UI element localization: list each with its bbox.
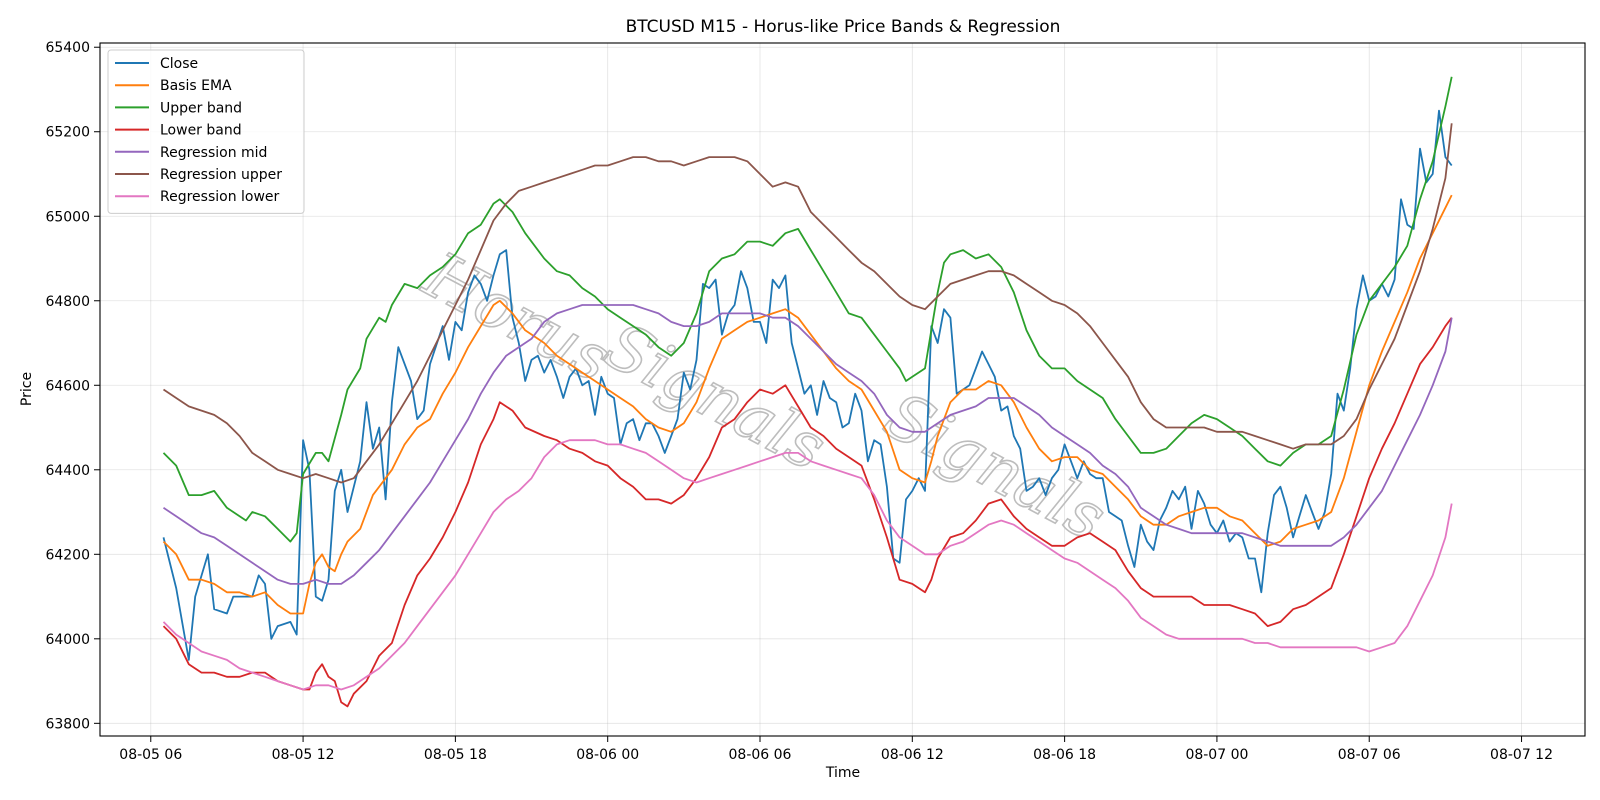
y-tick-label: 64200 <box>45 547 90 563</box>
x-tick-label: 08-07 06 <box>1338 747 1401 763</box>
series-line-upper-band <box>162 76 1453 543</box>
x-tick-label: 08-05 12 <box>272 747 335 763</box>
legend-entry-label: Lower band <box>160 123 242 139</box>
x-tick-label: 08-06 06 <box>729 747 792 763</box>
y-axis-label: Price <box>19 372 35 406</box>
x-tick-label: 08-06 00 <box>576 747 639 763</box>
series-line-close <box>162 109 1453 661</box>
y-tick-label: 63800 <box>45 716 90 732</box>
legend-entry-label: Basis EMA <box>160 78 232 94</box>
series-line-lower-band <box>162 317 1453 708</box>
y-axis-ticks: 63800 64000 64200 64400 64600 64800 65000 65200… <box>45 40 100 732</box>
legend-entry-label: Upper band <box>160 100 242 116</box>
grid-layer <box>100 43 1585 736</box>
y-tick-label: 64400 <box>45 463 90 479</box>
x-tick-label: 08-07 12 <box>1490 747 1553 763</box>
chart-title: BTCUSD M15 - Horus-like Price Bands & Re… <box>626 17 1061 37</box>
series-line-regression-lower <box>162 439 1453 691</box>
x-tick-label: 08-05 18 <box>424 747 487 763</box>
y-tick-label: 64600 <box>45 378 90 394</box>
series-line-basis-ema <box>162 194 1453 615</box>
series-line-regression-upper <box>162 123 1453 484</box>
y-tick-label: 64000 <box>45 632 90 648</box>
plot-frame <box>99 42 1586 737</box>
legend-entry-label: Close <box>160 56 198 72</box>
legend-entry-label: Regression mid <box>160 145 267 161</box>
legend-entry-label: Regression lower <box>160 189 280 205</box>
legend-entry-label: Regression upper <box>160 167 282 183</box>
legend: Close Basis EMA Upper band Lower band Regres… <box>107 49 305 214</box>
x-tick-label: 08-06 12 <box>881 747 944 763</box>
y-tick-label: 65400 <box>45 40 90 56</box>
x-tick-label: 08-05 06 <box>119 747 182 763</box>
x-axis-ticks: 08-05 06 08-05 12 08-05 18 08-06 00 08-06 06… <box>119 736 1553 763</box>
x-axis-label: Time <box>825 765 860 781</box>
series-line-regression-mid <box>162 304 1453 585</box>
y-tick-label: 65200 <box>45 125 90 141</box>
series-layer <box>162 76 1453 708</box>
x-tick-label: 08-06 18 <box>1033 747 1096 763</box>
legend-box <box>107 49 305 214</box>
y-tick-label: 64800 <box>45 294 90 310</box>
y-tick-label: 65000 <box>45 209 90 225</box>
x-tick-label: 08-07 00 <box>1185 747 1248 763</box>
